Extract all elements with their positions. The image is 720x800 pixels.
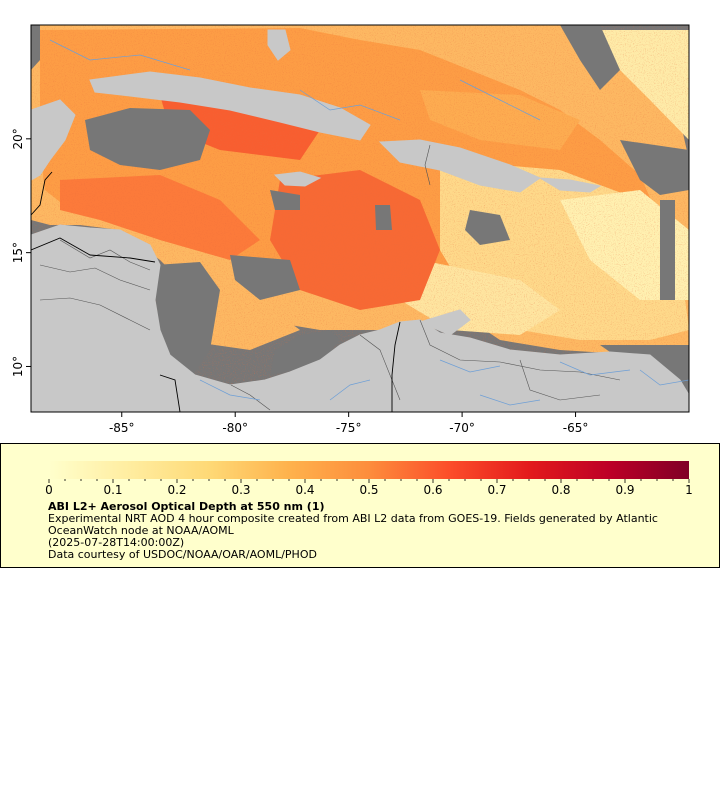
legend-description: Experimental NRT AOD 4 hour composite cr… xyxy=(48,512,658,537)
legend-credit: Data courtesy of USDOC/NOAA/OAR/AOML/PHO… xyxy=(48,548,317,561)
colorbar-ticks: 0 0.1 0.2 0.3 0.4 0.5 0.6 0.7 0.8 0.9 1 xyxy=(45,479,693,497)
colorbar: 0 0.1 0.2 0.3 0.4 0.5 0.6 0.7 0.8 0.9 1 xyxy=(45,461,693,497)
lat-tick-label: 20° xyxy=(11,128,25,149)
legend-title: ABI L2+ Aerosol Optical Depth at 550 nm … xyxy=(48,500,325,513)
lon-tick-label: -70° xyxy=(449,421,475,435)
colorbar-ramp xyxy=(49,461,689,479)
legend-panel: 0 0.1 0.2 0.3 0.4 0.5 0.6 0.7 0.8 0.9 1 ABI L2+ Ae… xyxy=(0,443,720,568)
colorbar-tick-label: 0 xyxy=(45,483,53,497)
colorbar-tick-label: 0.3 xyxy=(231,483,250,497)
lon-tick-label: -80° xyxy=(222,421,248,435)
land xyxy=(31,29,689,412)
colorbar-tick-label: 0.8 xyxy=(551,483,570,497)
colorbar-tick-label: 0.6 xyxy=(423,483,442,497)
colorbar-tick-label: 1 xyxy=(685,483,693,497)
lat-tick-label: 15° xyxy=(11,242,25,263)
country-borders xyxy=(39,144,621,411)
lon-tick-label: -75° xyxy=(336,421,362,435)
colorbar-tick-label: 0.5 xyxy=(359,483,378,497)
aod-map: -85° -80° -75° -70° -65° 10° 15° 20° xyxy=(11,24,690,435)
colorbar-tick-label: 0.4 xyxy=(295,483,314,497)
colorbar-tick-label: 0.1 xyxy=(103,483,122,497)
longitude-axis: -85° -80° -75° -70° -65° xyxy=(109,412,588,435)
lon-tick-label: -65° xyxy=(563,421,589,435)
colorbar-tick-label: 0.9 xyxy=(615,483,634,497)
lon-tick-label: -85° xyxy=(109,421,135,435)
rivers xyxy=(49,39,689,406)
colorbar-tick-label: 0.7 xyxy=(487,483,506,497)
map-frame xyxy=(30,24,690,413)
country-borders-bold xyxy=(31,171,401,412)
colorbar-tick-label: 0.2 xyxy=(167,483,186,497)
latitude-axis: 10° 15° 20° xyxy=(11,128,31,377)
lat-tick-label: 10° xyxy=(11,356,25,377)
legend-timestamp: (2025-07-28T14:00:00Z) xyxy=(48,536,185,549)
